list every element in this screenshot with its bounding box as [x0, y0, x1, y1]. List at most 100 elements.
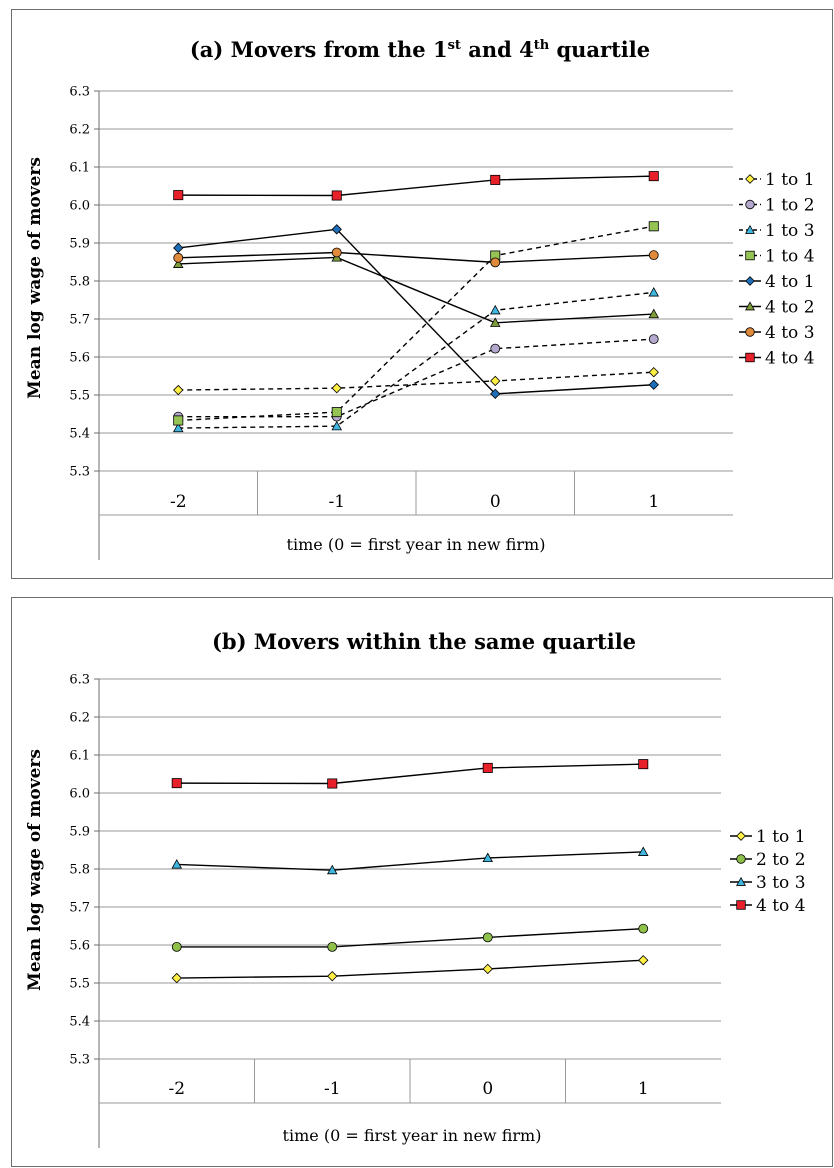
y-tick-label: 5.7: [69, 901, 90, 916]
data-point: [490, 375, 501, 387]
y-tick-label: 5.4: [69, 427, 90, 442]
y-tick-label: 5.6: [69, 939, 90, 954]
y-tick-label: 6.3: [69, 85, 90, 100]
data-point: [173, 252, 184, 263]
legend-b: 1 to 1 2 to 2 3 to 3 4 to 4: [730, 827, 806, 916]
series-line: [176, 763, 644, 785]
chart-b-title: (b) Movers within the same quartile: [212, 629, 636, 654]
data-point: [648, 308, 660, 319]
legend-label: 4 to 3: [765, 323, 815, 343]
legend-label: 1 to 1: [756, 827, 806, 847]
series-a-4-to-4: [173, 171, 659, 201]
x-tick-label: 1: [648, 492, 659, 512]
data-point: [638, 759, 649, 770]
data-point: [326, 864, 338, 875]
y-tick-label: 5.3: [69, 1053, 90, 1068]
series-line: [178, 338, 654, 418]
legend-item: 4 to 2: [739, 298, 815, 318]
legend-label: 3 to 3: [756, 873, 806, 893]
legend-label: 1 to 1: [765, 170, 815, 190]
y-tick-label: 6.1: [69, 749, 90, 764]
series-line: [178, 371, 654, 391]
legend-item: 4 to 4: [730, 896, 806, 916]
data-point: [637, 846, 649, 856]
legend-label: 1 to 4: [765, 247, 815, 267]
legend-label: 1 to 3: [765, 221, 815, 241]
y-tick-label: 5.4: [69, 1015, 90, 1030]
legend-marker: [745, 276, 755, 286]
data-point: [331, 420, 343, 431]
data-point: [648, 379, 659, 390]
series-b-4-to-4: [171, 759, 649, 789]
legend-marker: [745, 224, 755, 234]
data-point: [648, 250, 659, 261]
series-line: [178, 256, 654, 324]
legend-item: 2 to 2: [730, 850, 806, 870]
x-tick-label: -2: [168, 1079, 185, 1099]
data-point: [327, 778, 338, 789]
data-point: [648, 286, 660, 297]
legend-item: 4 to 1: [739, 272, 815, 292]
data-point: [172, 422, 184, 433]
series-a-1-to-2: [173, 334, 659, 422]
chart-panel-a: (a) Movers from the 1st and 4th quartile…: [11, 9, 833, 579]
data-point: [482, 932, 493, 943]
legend-marker: [736, 831, 746, 841]
series-line: [176, 959, 644, 979]
chart-a-svg: (a) Movers from the 1st and 4th quartile…: [25, 37, 815, 560]
series-line: [178, 291, 654, 429]
y-tick-label: 6.1: [69, 161, 90, 176]
legend-label: 4 to 2: [765, 298, 815, 318]
data-point: [638, 955, 649, 966]
data-point: [171, 972, 182, 984]
legend-marker: [745, 174, 755, 184]
data-point: [173, 242, 184, 254]
data-point: [490, 388, 501, 400]
y-tick-label: 5.6: [69, 351, 90, 366]
x-tick-label: 0: [482, 1079, 493, 1099]
chart-b-xlabel: time (0 = first year in new firm): [283, 1126, 542, 1145]
chart-b-svg: (b) Movers within the same quartile Mean…: [25, 629, 806, 1148]
legend-marker: [736, 854, 746, 864]
x-tick-label: -2: [170, 492, 187, 512]
data-point: [331, 407, 342, 418]
x-tick-label: 0: [490, 492, 501, 512]
x-tick-label: -1: [328, 492, 345, 512]
legend-label: 4 to 4: [765, 349, 815, 369]
legend-label: 4 to 4: [756, 896, 806, 916]
chart-panel-b: (b) Movers within the same quartile Mean…: [11, 597, 833, 1167]
chart-a-ylabel: Mean log wage of movers: [25, 157, 45, 399]
y-tick-label: 6.2: [69, 711, 90, 726]
series-line: [176, 851, 644, 871]
legend-item: 4 to 3: [739, 323, 815, 343]
data-point: [489, 304, 501, 315]
data-point: [648, 334, 659, 345]
series-a-1-to-4: [173, 221, 659, 426]
series-a-4-to-3: [173, 247, 659, 268]
series-a-1-to-1: [173, 367, 659, 396]
data-point: [482, 762, 493, 773]
data-point: [331, 190, 342, 201]
y-tick-label: 6.0: [69, 787, 90, 802]
chart-a-xlabel: time (0 = first year in new firm): [287, 535, 546, 554]
data-point: [638, 923, 649, 934]
series-b-3-to-3: [171, 846, 649, 875]
legend-marker: [745, 327, 755, 337]
series-line: [178, 228, 654, 395]
data-point: [490, 174, 501, 185]
data-point: [173, 190, 184, 201]
legend-item: 1 to 3: [739, 221, 815, 241]
data-point: [171, 859, 183, 869]
legend-marker: [745, 352, 755, 363]
series-line: [176, 927, 644, 948]
y-tick-label: 5.3: [69, 465, 90, 480]
y-tick-label: 5.9: [69, 237, 90, 252]
data-point: [648, 221, 659, 232]
legend-item: 1 to 1: [730, 827, 806, 847]
y-tick-label: 5.5: [69, 977, 90, 992]
data-point: [327, 970, 338, 982]
series-line: [178, 175, 654, 197]
legend-marker: [736, 900, 746, 910]
legend-a: 1 to 1 1 to 2 1 to 3 1 to 4 4 to 1 4 to 2 4 to…: [739, 170, 815, 369]
y-tick-label: 5.7: [69, 313, 90, 328]
